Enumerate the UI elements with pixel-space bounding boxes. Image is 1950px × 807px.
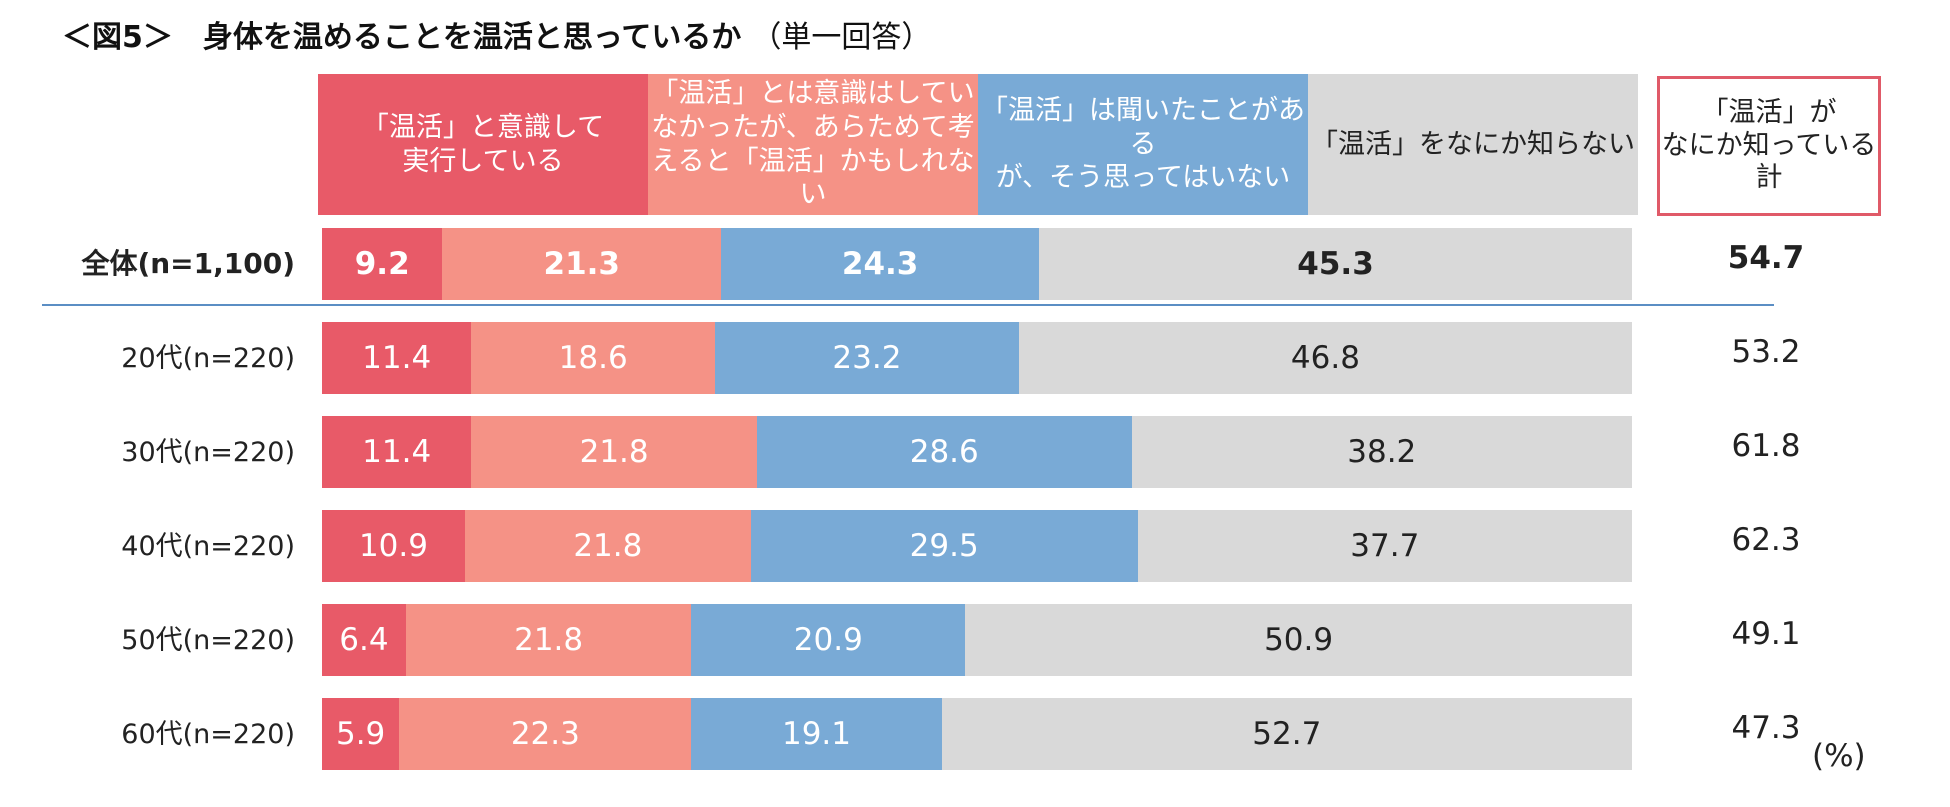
data-label: 52.7	[1252, 716, 1322, 752]
data-label: 37.7	[1350, 528, 1420, 564]
bar-segment-unknown: 50.9	[965, 604, 1632, 676]
category-label: 40代(n=220)	[121, 531, 295, 562]
legend-label: 「温活」をなにか知らない	[1311, 128, 1635, 162]
legend-label: 「温活」は聞いたことがある が、そう思ってはいない	[978, 94, 1308, 195]
legend-label-line: が、そう思ってはいない	[995, 162, 1291, 194]
legend-label-line: 「温活」と意識して	[361, 111, 605, 143]
data-label: 21.8	[579, 434, 649, 470]
bar-segment-conscious: 11.4	[322, 322, 472, 394]
total-value: 53.2	[1731, 334, 1801, 370]
total-value: 54.7	[1727, 240, 1805, 276]
stacked-bar-row: 9.2 21.3 24.3 45.3	[322, 228, 1632, 300]
bar-segment-maybe: 21.8	[405, 604, 692, 676]
data-label: 50.9	[1264, 622, 1334, 658]
bar-segment-heard: 24.3	[721, 228, 1040, 300]
stacked-bar-row: 11.4 18.6 23.2 46.8	[322, 322, 1632, 394]
data-label: 11.4	[362, 340, 432, 376]
total-header-label: 「温活」が なにか知っている計	[1662, 97, 1877, 196]
bar-segment-heard: 28.6	[756, 416, 1132, 488]
bar-segment-heard: 20.9	[691, 604, 966, 676]
chart-title-sub: （単一回答）	[751, 20, 932, 55]
total-value: 47.3	[1731, 710, 1801, 746]
bar-segment-unknown: 37.7	[1137, 510, 1632, 582]
data-label: 5.9	[335, 716, 386, 752]
bar-segment-conscious: 10.9	[322, 510, 465, 582]
data-label: 9.2	[354, 246, 410, 282]
legend-item-maybe: 「温活」とは意識はしてい なかったが、あらためて考 えると「温活」かもしれない	[648, 74, 978, 215]
bar-segment-maybe: 21.3	[442, 228, 722, 300]
total-value: 61.8	[1731, 428, 1801, 464]
bar-segment-heard: 29.5	[750, 510, 1138, 582]
bar-segment-maybe: 21.8	[464, 510, 751, 582]
legend-label-line: 「温活」をなにか知らない	[1311, 128, 1635, 160]
data-label: 23.2	[832, 340, 902, 376]
bar-segment-maybe: 18.6	[471, 322, 715, 394]
total-header-line: なにか知っている	[1661, 129, 1877, 161]
stacked-bar-row: 10.9 21.8 29.5 37.7	[322, 510, 1632, 582]
chart-title: ＜図5＞ 身体を温めることを温活と思っているか （単一回答）	[62, 12, 931, 56]
legend-label: 「温活」と意識して 実行している	[362, 111, 604, 179]
category-label: 20代(n=220)	[121, 343, 295, 374]
data-label: 19.1	[781, 716, 852, 752]
bar-segment-conscious: 5.9	[322, 698, 400, 770]
legend-item-heard: 「温活」は聞いたことがある が、そう思ってはいない	[978, 74, 1308, 215]
category-label: 全体(n=1,100)	[81, 247, 295, 280]
data-label: 21.8	[573, 528, 643, 564]
total-header-line: 計	[1755, 162, 1783, 194]
chart-title-main: ＜図5＞ 身体を温めることを温活と思っているか	[62, 20, 742, 55]
bar-segment-unknown: 38.2	[1131, 416, 1632, 488]
overall-separator-line	[42, 304, 1774, 306]
legend-label: 「温活」とは意識はしてい なかったが、あらためて考 えると「温活」かもしれない	[648, 77, 978, 212]
data-label: 46.8	[1290, 340, 1360, 376]
stacked-bar-row: 5.9 22.3 19.1 52.7	[322, 698, 1632, 770]
data-label: 38.2	[1347, 434, 1417, 470]
data-label: 10.9	[358, 528, 428, 564]
unit-label: (%)	[1812, 738, 1866, 774]
bar-segment-unknown: 52.7	[941, 698, 1632, 770]
data-label: 11.4	[362, 434, 432, 470]
legend-item-unknown: 「温活」をなにか知らない	[1308, 74, 1638, 215]
bar-segment-maybe: 22.3	[399, 698, 692, 770]
bar-segment-heard: 23.2	[714, 322, 1019, 394]
data-label: 22.3	[510, 716, 580, 752]
category-label: 60代(n=220)	[121, 719, 295, 750]
stacked-bar-row: 11.4 21.8 28.6 38.2	[322, 416, 1632, 488]
bar-segment-heard: 19.1	[691, 698, 942, 770]
data-label: 6.4	[339, 622, 389, 658]
stacked-bar-row: 6.4 21.8 20.9 50.9	[322, 604, 1632, 676]
bar-segment-conscious: 11.4	[322, 416, 472, 488]
bar-segment-conscious: 9.2	[322, 228, 443, 300]
legend-label-line: 実行している	[402, 145, 564, 177]
data-label: 24.3	[841, 246, 919, 282]
legend-item-conscious: 「温活」と意識して 実行している	[318, 74, 648, 215]
total-header-line: 「温活」が	[1701, 96, 1837, 128]
total-header-box: 「温活」が なにか知っている計	[1657, 76, 1881, 216]
data-label: 21.3	[543, 246, 621, 282]
data-label: 20.9	[793, 622, 863, 658]
legend-label-line: えると「温活」かもしれない	[651, 145, 975, 211]
legend-label-line: 「温活」とは意識はしてい	[651, 78, 975, 109]
category-label: 50代(n=220)	[121, 625, 295, 656]
data-label: 29.5	[909, 528, 979, 564]
total-value: 62.3	[1731, 522, 1801, 558]
data-label: 21.8	[514, 622, 584, 658]
legend-label-line: なかったが、あらためて考	[651, 111, 975, 143]
total-value: 49.1	[1731, 616, 1801, 652]
legend-label-line: 「温活」は聞いたことがある	[981, 94, 1305, 160]
data-label: 45.3	[1297, 246, 1374, 282]
bar-segment-unknown: 46.8	[1018, 322, 1632, 394]
data-label: 18.6	[558, 340, 628, 376]
bar-segment-unknown: 45.3	[1039, 228, 1632, 300]
data-label: 28.6	[909, 434, 979, 470]
bar-segment-maybe: 21.8	[471, 416, 757, 488]
bar-segment-conscious: 6.4	[322, 604, 406, 676]
category-label: 30代(n=220)	[121, 437, 295, 468]
